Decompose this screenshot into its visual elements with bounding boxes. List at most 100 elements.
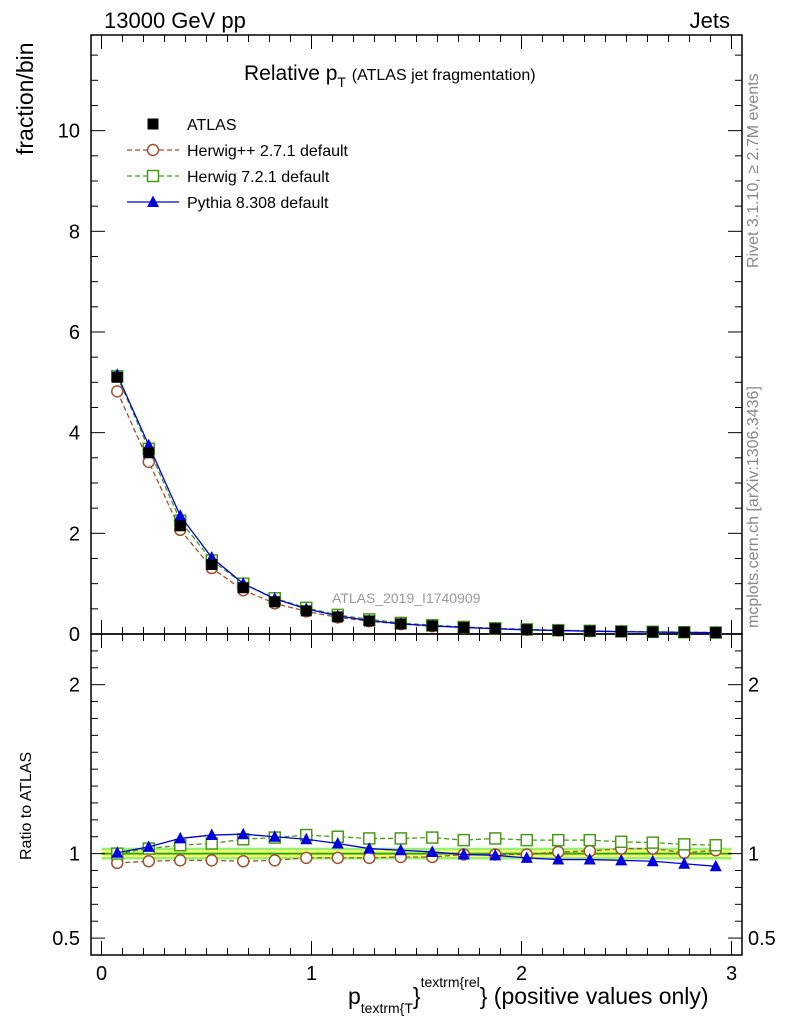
analysis-id-watermark: ATLAS_2019_I1740909 <box>332 590 481 606</box>
ratio-point-pythia-8-308-default <box>174 831 187 844</box>
ratio-point-herwig-7-2-1-default <box>678 838 691 851</box>
ratio-y-tick-label-left: 1 <box>69 844 80 866</box>
ratio-point-herwig-7-2-1-default <box>489 832 502 845</box>
ratio-point-herwig-7-2-1-default <box>646 836 659 849</box>
main-y-tick-label: 0 <box>69 624 80 646</box>
ratio-point-herwig-2-7-1-default <box>174 854 187 867</box>
ratio-point-herwig-2-7-1-default <box>363 851 376 865</box>
ratio-point-pythia-8-308-default <box>646 854 659 867</box>
mcplots-reference-label: mcplots.cern.ch [arXiv:1306.3436] <box>745 386 762 628</box>
ratio-point-pythia-8-308-default <box>520 851 533 863</box>
ratio-point-pythia-8-308-default <box>552 853 565 865</box>
ratio-y-axis-label: Ratio to ATLAS <box>18 751 35 860</box>
main-point-atlas <box>426 620 438 632</box>
ratio-point-pythia-8-308-default <box>394 843 407 856</box>
xlabel-p: p <box>348 983 361 1009</box>
main-point-atlas <box>552 624 564 636</box>
ratio-point-herwig-7-2-1-default <box>583 833 596 847</box>
ratio-point-pythia-8-308-default <box>709 859 722 872</box>
ratio-point-herwig-2-7-1-default <box>331 851 344 865</box>
main-point-atlas <box>521 624 533 636</box>
main-point-atlas <box>363 615 375 627</box>
ratio-point-herwig-7-2-1-default <box>709 838 722 852</box>
rivet-version-label: Rivet 3.1.10, ≥ 2.7M events <box>745 73 762 268</box>
ratio-plot-frame <box>90 633 743 956</box>
ratio-point-pythia-8-308-default <box>583 853 596 865</box>
legend-label-pythia-8-308-default: Pythia 8.308 default <box>187 195 329 212</box>
xlabel-subscript: textrm{T <box>360 1000 413 1016</box>
main-point-atlas <box>332 611 344 623</box>
ratio-point-herwig-7-2-1-default <box>426 831 439 844</box>
main-point-atlas <box>143 447 155 459</box>
ratio-point-pythia-8-308-default <box>678 857 691 869</box>
ratio-point-herwig-2-7-1-default <box>237 854 250 868</box>
main-y-tick-label: 4 <box>69 423 80 445</box>
title-parenthetical: (ATLAS jet fragmentation) <box>351 67 536 84</box>
main-point-atlas <box>615 626 627 638</box>
ratio-point-pythia-8-308-default <box>426 845 439 857</box>
main-y-tick-label: 8 <box>69 221 80 243</box>
ratio-point-herwig-2-7-1-default <box>142 854 155 868</box>
x-tick-label: 0 <box>96 963 107 985</box>
xlabel-superscript: textrm{rel <box>420 974 480 990</box>
x-tick-label: 1 <box>306 963 317 985</box>
legend-label-atlas: ATLAS <box>187 117 237 134</box>
main-point-atlas <box>395 618 407 630</box>
ratio-point-pythia-8-308-default <box>237 827 250 840</box>
legend-marker-pythia-8-308-default <box>147 195 159 207</box>
ratio-point-pythia-8-308-default <box>363 842 376 854</box>
main-point-atlas <box>584 625 596 637</box>
ratio-point-pythia-8-308-default <box>489 848 502 861</box>
ratio-point-herwig-2-7-1-default <box>205 854 218 867</box>
ratio-y-tick-label-right: 2 <box>748 675 759 697</box>
title-main: Relative p <box>244 62 338 85</box>
ratio-point-herwig-7-2-1-default <box>552 833 565 847</box>
ratio-point-herwig-7-2-1-default <box>615 835 628 849</box>
main-point-atlas <box>269 596 281 608</box>
process-label: Jets <box>689 8 730 33</box>
main-point-atlas <box>458 621 470 633</box>
ratio-line-pythia-8-308-default <box>117 833 716 867</box>
legend-marker-herwig-7-2-1-default <box>146 169 160 183</box>
ratio-point-herwig-2-7-1-default <box>300 851 313 865</box>
main-point-atlas <box>489 623 501 635</box>
main-point-atlas <box>710 627 722 639</box>
main-point-atlas <box>111 371 123 383</box>
title-subscript: T <box>337 74 346 90</box>
ratio-point-pythia-8-308-default <box>142 840 155 852</box>
main-point-atlas <box>174 520 186 532</box>
legend-marker-herwig-2-7-1-default <box>146 143 160 157</box>
main-point-atlas <box>237 582 249 594</box>
ratio-y-tick-label-left: 0.5 <box>52 928 80 950</box>
ratio-point-herwig-2-7-1-default <box>268 854 281 867</box>
ratio-point-herwig-7-2-1-default <box>394 832 407 845</box>
ratio-point-pythia-8-308-default <box>300 832 313 845</box>
xlabel-brace: } <box>412 983 421 1009</box>
x-tick-label: 2 <box>516 963 527 985</box>
legend-label-herwig-2-7-1-default: Herwig++ 2.7.1 default <box>187 143 349 160</box>
main-point-herwig-2-7-1-default <box>111 385 124 398</box>
ratio-point-pythia-8-308-default <box>457 847 470 860</box>
ratio-point-pythia-8-308-default <box>111 846 124 858</box>
ratio-y-tick-label-right: 0.5 <box>748 928 776 950</box>
xlabel-rest: } (positive values only) <box>479 983 709 1009</box>
main-y-tick-label: 10 <box>58 121 80 143</box>
main-y-axis-label: fraction/bin <box>12 42 38 155</box>
ratio-y-tick-label-left: 2 <box>69 675 80 697</box>
collision-energy-label: 13000 GeV pp <box>104 8 246 33</box>
ratio-point-pythia-8-308-default <box>331 836 344 849</box>
x-axis-label: ptextrm{T}textrm{rel} (positive values o… <box>348 974 709 1016</box>
main-point-atlas <box>647 626 659 638</box>
ratio-point-herwig-7-2-1-default <box>520 833 533 847</box>
main-point-pythia-8-308-default <box>174 509 187 521</box>
main-point-atlas <box>206 559 218 571</box>
ratio-y-tick-label-right: 1 <box>748 844 759 866</box>
main-point-atlas <box>678 626 690 638</box>
ratio-point-herwig-7-2-1-default <box>457 833 470 847</box>
ratio-point-pythia-8-308-default <box>615 853 628 866</box>
main-y-tick-label: 2 <box>69 523 80 545</box>
main-point-atlas <box>300 605 312 617</box>
legend-label-herwig-7-2-1-default: Herwig 7.2.1 default <box>187 169 330 186</box>
ratio-point-pythia-8-308-default <box>268 830 281 842</box>
